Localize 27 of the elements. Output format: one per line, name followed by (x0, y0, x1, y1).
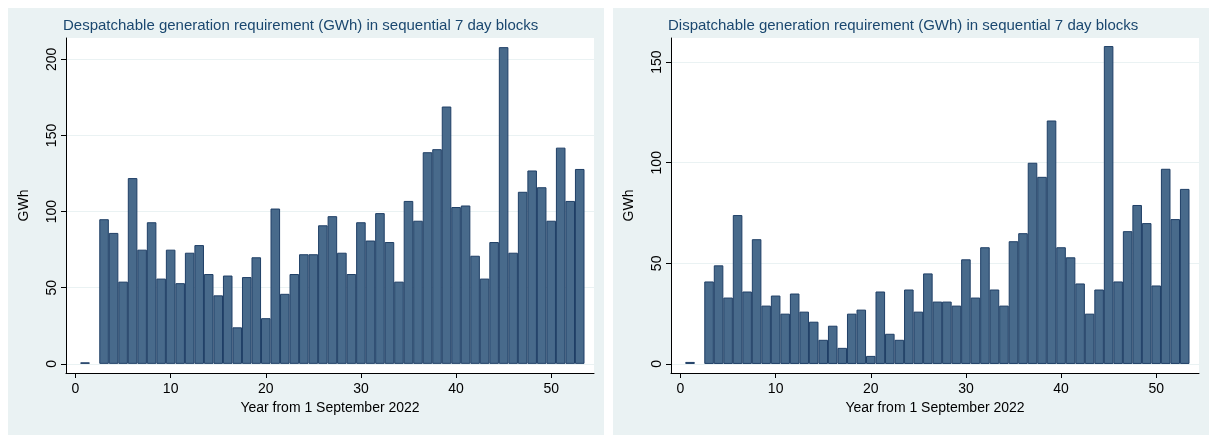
y-tick-label: 50 (648, 255, 664, 272)
x-tick-label: 0 (71, 380, 80, 396)
x-tick-label: 20 (862, 380, 879, 396)
x-axis-title: Year from 1 September 2022 (845, 398, 1025, 415)
x-tick-label: 50 (1148, 380, 1165, 396)
x-tick-label: 40 (448, 380, 465, 396)
chart-title: Despatchable generation requirement (GWh) in sequential 7 day blocks (63, 16, 539, 33)
x-tick-label: 10 (767, 380, 784, 396)
y-tick-label: 100 (648, 150, 664, 175)
y-tick-label: 50 (43, 279, 59, 296)
x-tick-label: 50 (543, 380, 560, 396)
x-tick-label: 0 (676, 380, 685, 396)
y-tick-label: 200 (43, 47, 59, 71)
y-axis-title: GWh (620, 189, 636, 222)
y-tick-label: 150 (43, 123, 59, 148)
x-tick-label: 40 (1053, 380, 1070, 396)
x-axis-title: Year from 1 September 2022 (240, 398, 420, 415)
x-tick-label: 10 (162, 380, 179, 396)
y-tick-label: 0 (648, 359, 664, 368)
x-tick-label: 30 (353, 380, 369, 396)
y-axis-title: GWh (15, 189, 31, 222)
x-tick-label: 20 (257, 380, 274, 396)
chart-title: Dispatchable generation requirement (GWh) in sequential 7 day blocks (668, 16, 1139, 33)
x-tick-label: 30 (958, 380, 974, 396)
y-tick-label: 150 (648, 50, 664, 74)
y-tick-label: 0 (43, 359, 59, 368)
y-tick-label: 100 (43, 199, 59, 224)
